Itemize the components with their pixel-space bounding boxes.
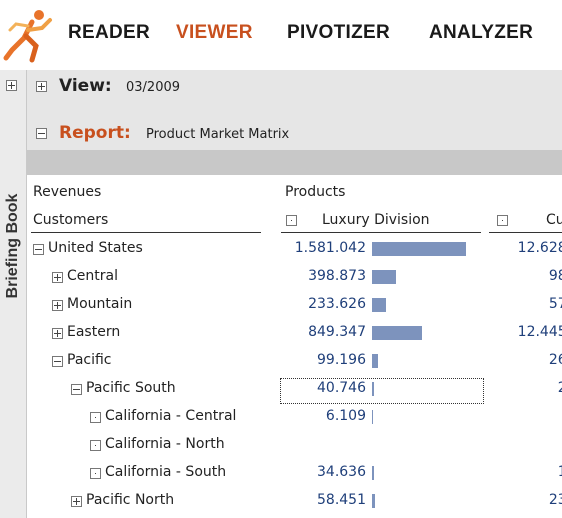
- measure-label: Revenues: [33, 184, 102, 200]
- nav-viewer[interactable]: VIEWER: [176, 22, 253, 43]
- value-bar: [372, 466, 374, 480]
- column-header-luxury-division[interactable]: Luxury Division: [322, 212, 430, 228]
- value-cell-luxury-division[interactable]: 1.581.042: [294, 240, 366, 256]
- report-toolbar: [27, 150, 562, 175]
- nav-analyzer[interactable]: ANALYZER: [429, 22, 534, 43]
- column-dimension-label: Products: [285, 184, 346, 200]
- collapse-icon[interactable]: [71, 384, 82, 395]
- nav-pivotizer[interactable]: PIVOTIZER: [287, 22, 390, 43]
- value-cell-luxury-division[interactable]: 6.109: [325, 408, 366, 424]
- row-label[interactable]: California - South: [105, 464, 227, 480]
- row-dimension-label: Customers: [33, 212, 109, 228]
- value-cell-luxury-division[interactable]: 849.347: [308, 324, 366, 340]
- leaf-icon[interactable]: [90, 468, 101, 479]
- value-cell-luxury-division[interactable]: 99.196: [317, 352, 366, 368]
- value-cell-second[interactable]: 12.628.4: [517, 240, 562, 256]
- value-bar: [372, 298, 386, 312]
- value-cell-second[interactable]: 57.8: [548, 296, 562, 312]
- leaf-icon[interactable]: [90, 440, 101, 451]
- value-bar: [372, 410, 373, 424]
- value-cell-second[interactable]: 23.8: [548, 492, 562, 508]
- briefing-book-panel[interactable]: Briefing Book: [0, 70, 27, 518]
- value-cell-second[interactable]: 98.5: [548, 268, 562, 284]
- value-cell-luxury-division[interactable]: 398.873: [308, 268, 366, 284]
- row-label[interactable]: Eastern: [67, 324, 121, 340]
- expand-icon[interactable]: [71, 496, 82, 507]
- row-label[interactable]: Central: [67, 268, 118, 284]
- value-cell-luxury-division[interactable]: 233.626: [308, 296, 366, 312]
- view-value[interactable]: 03/2009: [126, 80, 181, 95]
- report-collapse-icon[interactable]: [36, 128, 47, 139]
- column-expander-icon[interactable]: [497, 215, 508, 226]
- value-bar: [372, 382, 374, 396]
- column-header-second[interactable]: Cu: [546, 212, 562, 228]
- header-underline: [489, 232, 562, 233]
- value-cell-second[interactable]: 5: [488, 436, 562, 452]
- row-label[interactable]: Pacific North: [86, 492, 175, 508]
- value-bar: [372, 242, 466, 256]
- row-label[interactable]: United States: [48, 240, 143, 256]
- view-header: [27, 70, 562, 116]
- view-expand-icon[interactable]: [36, 81, 47, 92]
- row-label[interactable]: Mountain: [67, 296, 133, 312]
- expand-icon[interactable]: [52, 272, 63, 283]
- header-underline: [281, 232, 481, 233]
- expand-icon[interactable]: [52, 328, 63, 339]
- report-header: [27, 116, 562, 150]
- nav-reader[interactable]: READER: [68, 22, 151, 43]
- runner-logo-icon: [3, 10, 52, 63]
- report-value[interactable]: Product Market Matrix: [146, 127, 290, 142]
- briefing-book-expand-icon[interactable]: [6, 80, 17, 91]
- value-cell-second[interactable]: 1.8: [488, 464, 562, 480]
- header-underline: [31, 232, 261, 233]
- collapse-icon[interactable]: [33, 244, 44, 255]
- row-label[interactable]: Pacific: [67, 352, 112, 368]
- report-label: Report:: [59, 123, 131, 143]
- value-cell-second[interactable]: 12.445.3: [517, 324, 562, 340]
- column-expander-icon[interactable]: [286, 215, 297, 226]
- value-bar: [372, 326, 422, 340]
- top-navigation: READER VIEWER PIVOTIZER ANALYZER: [0, 0, 562, 70]
- row-label[interactable]: Pacific South: [86, 380, 176, 396]
- expand-icon[interactable]: [52, 300, 63, 311]
- value-cell-luxury-division[interactable]: 58.451: [317, 492, 366, 508]
- value-cell-second[interactable]: 26.7: [548, 352, 562, 368]
- value-cell-luxury-division[interactable]: 34.636: [317, 464, 366, 480]
- briefing-book-title: Briefing Book: [4, 193, 21, 299]
- value-cell-second[interactable]: 2.8: [488, 380, 562, 396]
- leaf-icon[interactable]: [90, 412, 101, 423]
- value-bar: [372, 270, 396, 284]
- value-cell-second[interactable]: 4: [488, 408, 562, 424]
- selected-cell-outline: [280, 378, 484, 404]
- value-bar: [372, 494, 375, 508]
- value-cell-luxury-division[interactable]: 40.746: [317, 380, 366, 396]
- row-label[interactable]: California - Central: [105, 408, 237, 424]
- view-label: View:: [59, 76, 112, 96]
- value-bar: [372, 354, 378, 368]
- row-label[interactable]: California - North: [105, 436, 225, 452]
- collapse-icon[interactable]: [52, 356, 63, 367]
